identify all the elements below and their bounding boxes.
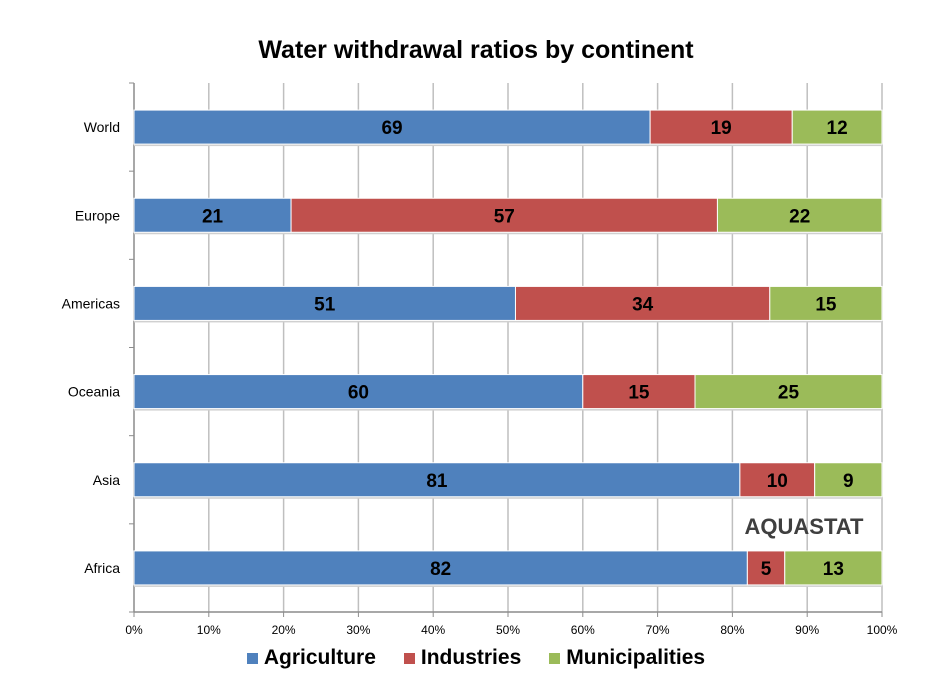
data-label: 19 [711, 118, 732, 139]
bar-segment-industries [582, 374, 696, 410]
legend-swatch [246, 652, 258, 664]
bar-segment-municipalities [814, 462, 883, 498]
bar-segment-industries [739, 462, 816, 498]
legend-item: Agriculture [246, 646, 376, 670]
x-tick-label: 90% [795, 623, 819, 637]
bar-segment-agriculture [133, 462, 741, 498]
legend-swatch [403, 652, 415, 664]
x-tick-label: 80% [720, 623, 744, 637]
x-tick-label: 60% [571, 623, 595, 637]
legend-label: Municipalities [566, 646, 706, 669]
data-label: 13 [823, 559, 844, 580]
x-tick-label: 50% [496, 623, 520, 637]
aquastat-watermark: AQUASTAT [745, 514, 865, 539]
x-tick-label: 30% [346, 623, 370, 637]
data-label: 69 [381, 118, 402, 139]
legend-label: Agriculture [263, 646, 376, 669]
category-label: Asia [93, 472, 120, 488]
bar-segment-municipalities [716, 197, 883, 233]
legend-label: Industries [420, 646, 522, 669]
bar-segment-municipalities [694, 374, 883, 410]
legend-item: Municipalities [549, 646, 705, 670]
bar-segment-industries [290, 197, 718, 233]
data-label: 10 [767, 471, 788, 492]
x-tick-label: 20% [272, 623, 296, 637]
x-tick-label: 10% [197, 623, 221, 637]
x-tick-label: 70% [646, 623, 670, 637]
category-label: World [84, 119, 120, 135]
category-label: Europe [75, 207, 120, 223]
data-label: 57 [494, 206, 515, 227]
data-label: 25 [778, 383, 800, 404]
data-label: 82 [430, 559, 451, 580]
legend-item: Industries [403, 646, 522, 670]
legend-swatch [549, 652, 561, 664]
category-label: Africa [84, 560, 120, 576]
data-label: 22 [789, 206, 810, 227]
data-label: 34 [632, 294, 654, 315]
bar-segment-agriculture [133, 197, 292, 233]
category-label: Oceania [68, 384, 120, 400]
legend: Agriculture Industries Municipalities [0, 646, 952, 670]
data-label: 12 [827, 118, 848, 139]
data-label: 5 [761, 559, 772, 580]
bar-segment-municipalities [791, 109, 883, 145]
data-label: 15 [628, 383, 650, 404]
bar-segment-agriculture [133, 374, 584, 410]
chart-title: Water withdrawal ratios by continent [258, 36, 694, 64]
bar-segment-agriculture [133, 109, 651, 145]
x-tick-label: 100% [867, 623, 898, 637]
data-label: 9 [843, 471, 854, 492]
category-label: Americas [62, 295, 120, 311]
data-label: 60 [348, 383, 369, 404]
bar-segment-industries [514, 285, 771, 321]
bar-segment-municipalities [784, 550, 883, 586]
bar-segment-industries [746, 550, 786, 586]
data-label: 15 [815, 294, 837, 315]
data-label: 21 [202, 206, 224, 227]
x-tick-label: 40% [421, 623, 445, 637]
bar-segment-municipalities [769, 285, 883, 321]
x-tick-label: 0% [125, 623, 143, 637]
data-label: 51 [314, 294, 336, 315]
data-label: 81 [426, 471, 448, 492]
